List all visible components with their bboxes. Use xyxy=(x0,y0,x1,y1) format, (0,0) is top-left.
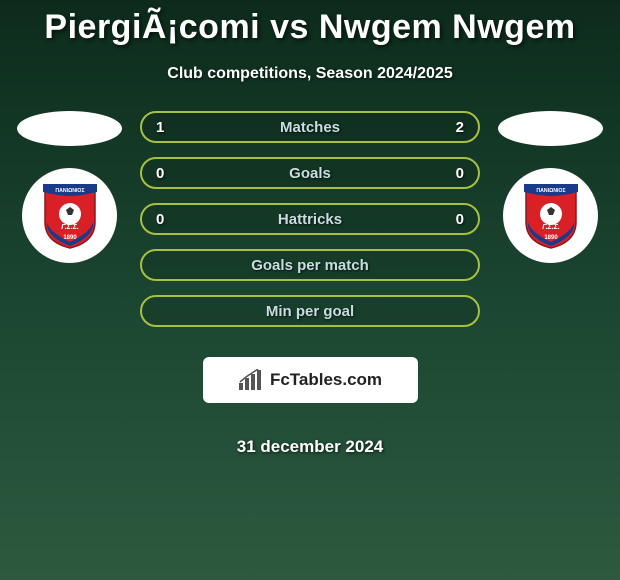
stat-label: Matches xyxy=(280,119,340,136)
club-badge-left: ΠΑΝΙΩΝΙΟΣ Γ.Σ.Σ. 1890 xyxy=(22,168,117,263)
page-title: PiergiÃ¡comi vs Nwgem Nwgem xyxy=(0,0,620,47)
shield-icon: ΠΑΝΙΩΝΙΟΣ Γ.Σ.Σ. 1890 xyxy=(41,182,99,250)
footer-date: 31 december 2024 xyxy=(140,437,480,457)
stat-label: Min per goal xyxy=(266,303,354,320)
page-subtitle: Club competitions, Season 2024/2025 xyxy=(0,65,620,83)
svg-text:ΠΑΝΙΩΝΙΟΣ: ΠΑΝΙΩΝΙΟΣ xyxy=(536,188,565,194)
stats-column: 1 Matches 2 0 Goals 0 0 Hattricks 0 Goal… xyxy=(140,111,480,457)
stat-left-value: 0 xyxy=(156,165,176,182)
stat-right-value: 2 xyxy=(444,119,464,136)
stat-right-value: 0 xyxy=(444,211,464,228)
stat-right-value: 0 xyxy=(444,165,464,182)
stat-label: Hattricks xyxy=(278,211,342,228)
svg-text:Γ.Σ.Σ.: Γ.Σ.Σ. xyxy=(61,224,79,231)
right-column: ΠΑΝΙΩΝΙΟΣ Γ.Σ.Σ. 1890 xyxy=(498,111,603,263)
club-badge-right: ΠΑΝΙΩΝΙΟΣ Γ.Σ.Σ. 1890 xyxy=(503,168,598,263)
player-photo-right xyxy=(498,111,603,146)
stat-left-value: 0 xyxy=(156,211,176,228)
stat-row-matches: 1 Matches 2 xyxy=(140,111,480,143)
logo-text: FcTables.com xyxy=(270,370,382,390)
stat-row-min-per-goal: Min per goal xyxy=(140,295,480,327)
svg-text:Γ.Σ.Σ.: Γ.Σ.Σ. xyxy=(542,224,560,231)
left-column: ΠΑΝΙΩΝΙΟΣ Γ.Σ.Σ. 1890 xyxy=(17,111,122,263)
stat-label: Goals xyxy=(289,165,331,182)
stat-row-hattricks: 0 Hattricks 0 xyxy=(140,203,480,235)
stat-row-goals: 0 Goals 0 xyxy=(140,157,480,189)
stat-row-goals-per-match: Goals per match xyxy=(140,249,480,281)
player-photo-left xyxy=(17,111,122,146)
shield-icon: ΠΑΝΙΩΝΙΟΣ Γ.Σ.Σ. 1890 xyxy=(522,182,580,250)
stat-label: Goals per match xyxy=(251,257,369,274)
main-content: ΠΑΝΙΩΝΙΟΣ Γ.Σ.Σ. 1890 1 Matches 2 0 Goal… xyxy=(0,111,620,457)
svg-text:ΠΑΝΙΩΝΙΟΣ: ΠΑΝΙΩΝΙΟΣ xyxy=(55,188,84,194)
bars-icon xyxy=(238,369,264,391)
fctables-logo: FcTables.com xyxy=(203,357,418,403)
stat-left-value: 1 xyxy=(156,119,176,136)
